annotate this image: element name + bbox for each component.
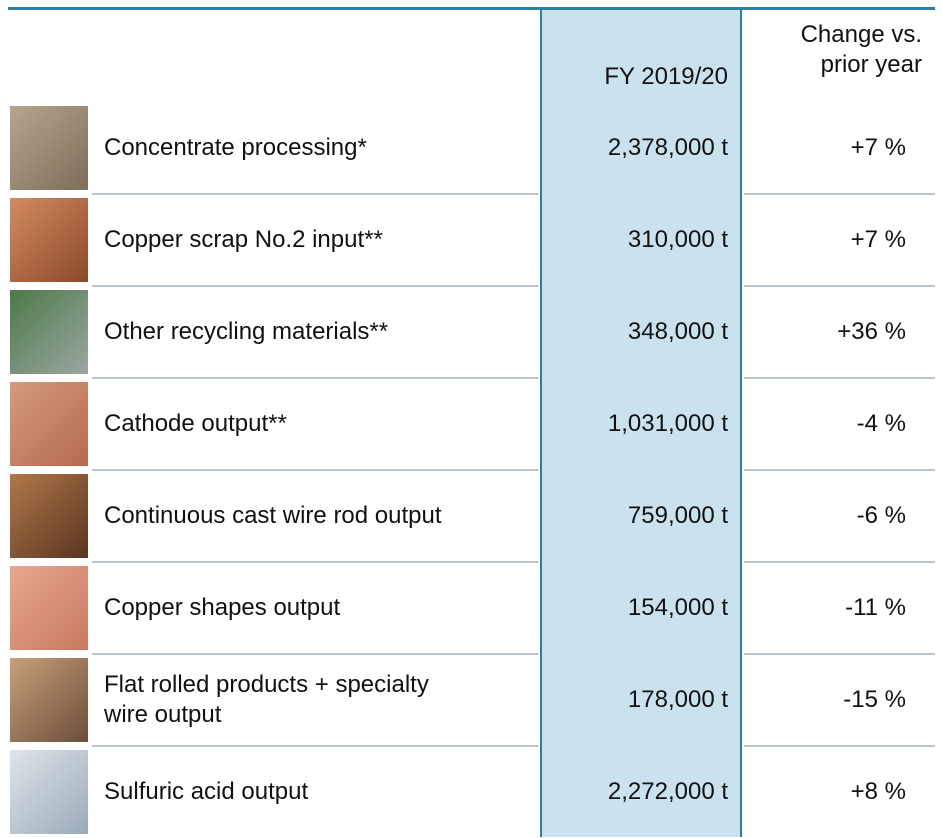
row-label: Concentrate processing* (104, 102, 464, 194)
row-separator (744, 745, 935, 747)
row-label: Copper shapes output (104, 562, 464, 654)
thumbnail (10, 566, 88, 650)
row-label: Continuous cast wire rod output (104, 470, 464, 562)
row-value: 178,000 t (542, 654, 728, 746)
row-separator (92, 193, 538, 195)
row-label: Copper scrap No.2 input** (104, 194, 464, 286)
thumbnail (10, 382, 88, 466)
thumbnail (10, 106, 88, 190)
row-value: 310,000 t (542, 194, 728, 286)
row-value: 2,272,000 t (542, 746, 728, 838)
row-value: 154,000 t (542, 562, 728, 654)
row-change: +8 % (744, 746, 906, 838)
row-separator (744, 469, 935, 471)
row-value: 1,031,000 t (542, 378, 728, 470)
row-value: 348,000 t (542, 286, 728, 378)
thumbnail (10, 750, 88, 834)
row-separator (744, 653, 935, 655)
row-change: -6 % (744, 470, 906, 562)
row-label: Other recycling materials** (104, 286, 464, 378)
thumbnail (10, 198, 88, 282)
row-change: -11 % (744, 562, 906, 654)
row-separator (92, 745, 538, 747)
row-separator (92, 561, 538, 563)
row-separator (744, 193, 935, 195)
thumbnail (10, 474, 88, 558)
thumbnail (10, 658, 88, 742)
row-separator (92, 653, 538, 655)
row-separator (744, 285, 935, 287)
row-label: Flat rolled products + specialty wire ou… (104, 654, 464, 746)
row-separator (92, 285, 538, 287)
top-rule (8, 7, 935, 10)
page: {"header": {"columns": ["FY 2019/20", "C… (0, 0, 942, 837)
row-change: -4 % (744, 378, 906, 470)
thumbnail (10, 290, 88, 374)
row-label: Sulfuric acid output (104, 746, 464, 838)
row-separator (744, 561, 935, 563)
row-change: +7 % (744, 194, 906, 286)
row-change: -15 % (744, 654, 906, 746)
row-separator (92, 377, 538, 379)
row-separator (744, 377, 935, 379)
row-change: +7 % (744, 102, 906, 194)
column-header: FY 2019/20 (542, 62, 728, 92)
row-value: 759,000 t (542, 470, 728, 562)
row-value: 2,378,000 t (542, 102, 728, 194)
row-separator (92, 469, 538, 471)
column-header: Change vs. prior year (750, 20, 922, 80)
row-label: Cathode output** (104, 378, 464, 470)
row-change: +36 % (744, 286, 906, 378)
